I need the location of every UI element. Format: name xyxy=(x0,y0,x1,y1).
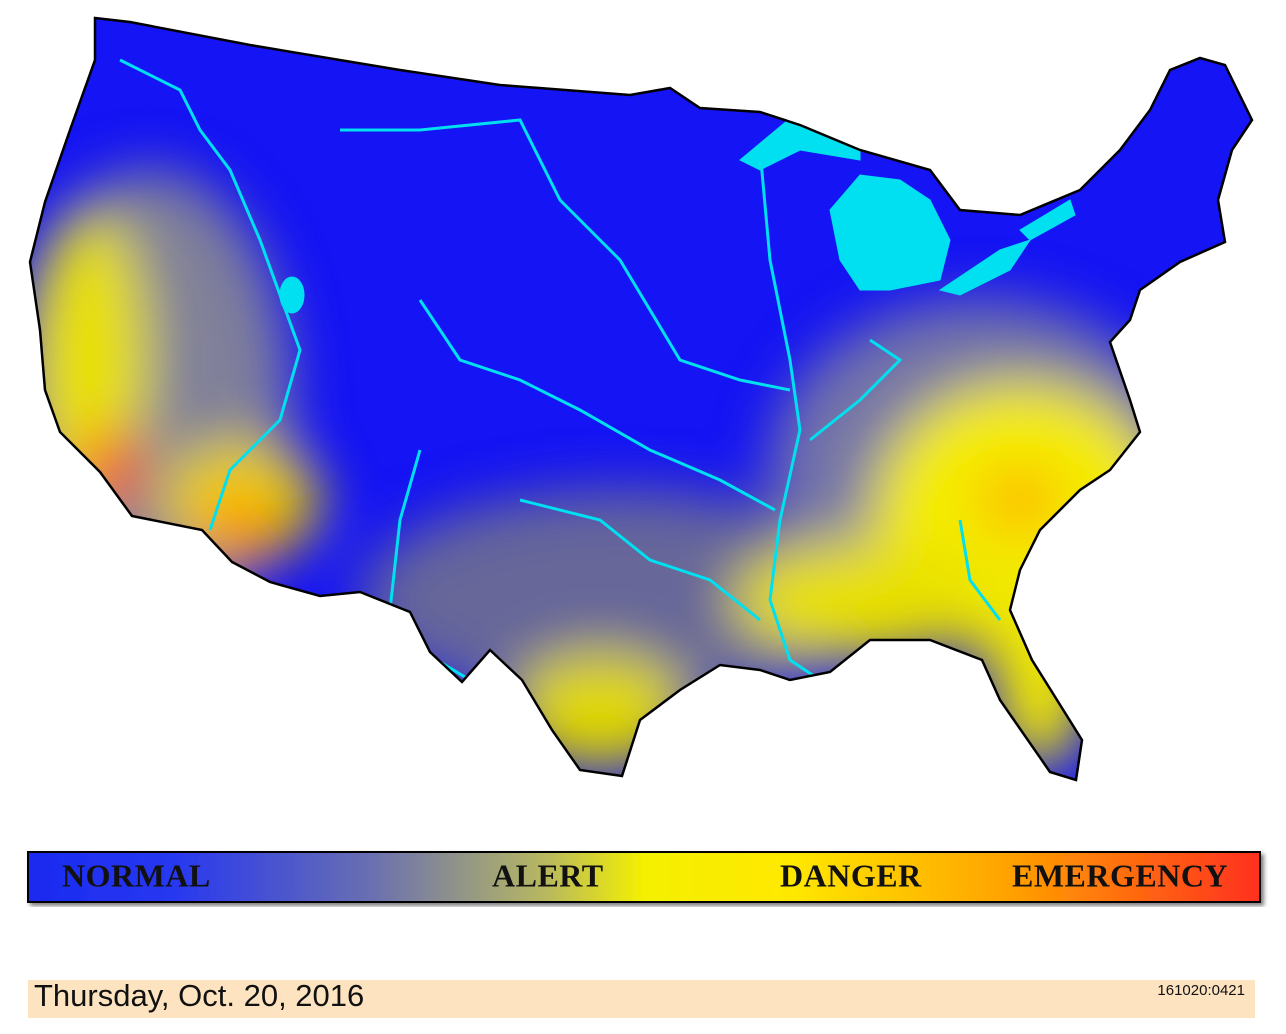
timestamp-code: 161020:0421 xyxy=(1157,982,1245,999)
legend-label: ALERT xyxy=(492,857,604,893)
map-fill xyxy=(30,18,1252,780)
legend-label: DANGER xyxy=(780,857,922,893)
great-lakes xyxy=(279,109,1076,314)
rivers xyxy=(119,58,1002,771)
legend-label: NORMAL xyxy=(62,857,211,893)
legend-label: EMERGENCY xyxy=(1012,857,1228,893)
legend-bar xyxy=(27,851,1261,903)
date: Thursday, Oct. 20, 2016 xyxy=(34,978,364,1013)
footer-bar xyxy=(28,980,1255,1018)
